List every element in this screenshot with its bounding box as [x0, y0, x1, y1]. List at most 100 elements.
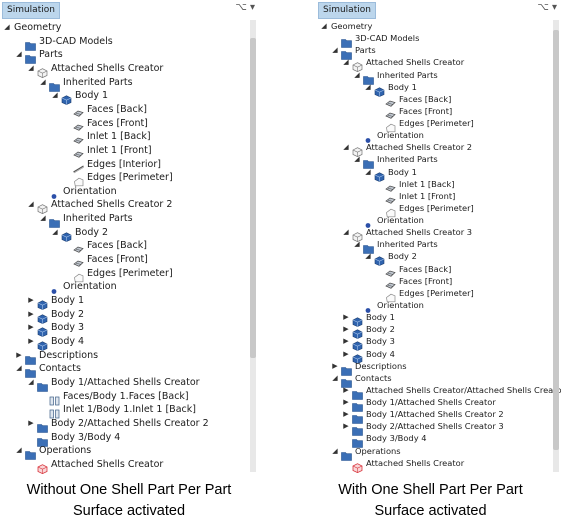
collapse-toggle-icon[interactable]: ◢ [343, 228, 349, 237]
collapse-toggle-icon[interactable]: ◢ [365, 82, 371, 91]
tree-node[interactable]: ▶ Body 1/Attached Shells Creator 2 [316, 408, 561, 424]
tree-node[interactable]: ◢ Body 1 [316, 81, 561, 97]
collapse-toggle-icon[interactable]: ◢ [28, 377, 34, 386]
tree-node[interactable]: ◢ Inherited Parts [0, 76, 259, 92]
expand-toggle-icon[interactable]: ▶ [343, 337, 349, 346]
collapse-toggle-icon[interactable]: ◢ [343, 58, 349, 67]
tree-node[interactable]: Orientation [316, 129, 561, 144]
tree-node[interactable]: ◢ Operations [316, 445, 561, 461]
expand-toggle-icon[interactable]: ▶ [343, 385, 349, 394]
expand-toggle-icon[interactable]: ▶ [28, 323, 34, 332]
dropdown-menu-icon[interactable]: ▾ [249, 2, 255, 13]
tree-node[interactable]: ◢ Contacts [0, 362, 259, 379]
tree-node[interactable]: ◢ Body 1/Attached Shells Creator [0, 376, 259, 392]
tree-node[interactable]: ◢ Inherited Parts [0, 212, 259, 228]
tree-node[interactable]: ▶ Body 2 [316, 323, 561, 340]
tree-scrollbar[interactable] [250, 20, 256, 472]
expand-toggle-icon[interactable]: ▶ [28, 418, 34, 427]
tree-node[interactable]: Edges [Interior] [0, 158, 259, 173]
tree-node[interactable]: Body 3/Body 4 [0, 431, 259, 447]
tree-node[interactable]: ▶ Body 4 [316, 348, 561, 364]
tree-options-icon[interactable]: ⌥ [537, 2, 549, 13]
collapse-toggle-icon[interactable]: ◢ [354, 155, 360, 164]
tree-node[interactable]: Faces [Back] [316, 263, 561, 277]
tree-node[interactable]: ◢ Body 2 [0, 226, 259, 242]
expand-toggle-icon[interactable]: ▶ [16, 350, 22, 359]
collapse-toggle-icon[interactable]: ◢ [16, 50, 22, 59]
expand-toggle-icon[interactable]: ▶ [343, 410, 349, 419]
collapse-toggle-icon[interactable]: ◢ [40, 214, 46, 223]
tree-node[interactable]: ◢ Body 1 [0, 89, 259, 106]
tree-node[interactable]: Faces [Back] [0, 103, 259, 117]
tree-node[interactable]: Faces/Body 1.Faces [Back] [0, 390, 259, 405]
tree-node[interactable]: ◢ Geometry [0, 21, 259, 34]
tree-node[interactable]: Orientation [0, 185, 259, 199]
tree-node[interactable]: ◢ Attached Shells Creator 3 [316, 226, 561, 243]
collapse-toggle-icon[interactable]: ◢ [28, 63, 34, 72]
expand-toggle-icon[interactable]: ▶ [28, 296, 34, 304]
expand-toggle-icon[interactable]: ▶ [332, 361, 338, 370]
tree-node[interactable]: Faces [Front] [316, 105, 561, 119]
tree-node[interactable]: ◢ Parts [316, 44, 561, 61]
tree-node[interactable]: ▶ Body 4 [0, 335, 259, 351]
tree-node[interactable]: Faces [Back] [0, 239, 259, 254]
tree-node[interactable]: ◢ Body 2 [316, 250, 561, 267]
tree-node[interactable]: ◢ Attached Shells Creator [316, 56, 561, 73]
tree-node[interactable]: Attached Shells Creator [316, 457, 561, 473]
tree-node[interactable]: ▶ Descriptions [316, 360, 561, 376]
tree-node[interactable]: ▶ Body 2 [0, 308, 259, 324]
tree-node[interactable]: ▶ Body 3 [316, 335, 561, 352]
collapse-toggle-icon[interactable]: ◢ [52, 91, 58, 100]
collapse-toggle-icon[interactable]: ◢ [28, 200, 34, 209]
collapse-toggle-icon[interactable]: ◢ [16, 446, 22, 455]
tree-node[interactable]: ◢ Inherited Parts [316, 153, 561, 170]
tree-node[interactable]: Edges [Perimeter] [316, 287, 561, 303]
expand-toggle-icon[interactable]: ▶ [343, 398, 349, 407]
tree-node[interactable]: Edges [Perimeter] [0, 267, 259, 282]
tree-node[interactable]: ◢ Contacts [316, 372, 561, 388]
tree-node[interactable]: ▶ Body 3 [0, 321, 259, 338]
tree-node[interactable]: 3D-CAD Models [316, 32, 561, 48]
tree-node[interactable]: ◢ Operations [0, 444, 259, 460]
tree-node[interactable]: Edges [Perimeter] [0, 171, 259, 187]
collapse-toggle-icon[interactable]: ◢ [365, 167, 371, 176]
tree-node[interactable]: ▶ Body 1/Attached Shells Creator [316, 396, 561, 412]
scrollbar-thumb[interactable] [250, 38, 256, 358]
tree-options-icon[interactable]: ⌥ [235, 2, 247, 13]
expand-toggle-icon[interactable]: ▶ [28, 336, 34, 345]
tree-node[interactable]: ▶ Descriptions [0, 349, 259, 365]
expand-toggle-icon[interactable]: ▶ [343, 422, 349, 431]
collapse-toggle-icon[interactable]: ◢ [365, 252, 371, 261]
tree-node[interactable]: ◢ Attached Shells Creator 2 [0, 198, 259, 215]
tree-node[interactable]: ▶ Attached Shells Creator/Attached Shells… [316, 384, 561, 400]
tree-node[interactable]: ◢ Attached Shells Creator [0, 62, 259, 78]
tree-node[interactable]: Orientation [316, 214, 561, 228]
collapse-toggle-icon[interactable]: ◢ [321, 22, 327, 30]
simulation-tab[interactable]: Simulation [2, 2, 60, 19]
scrollbar-thumb[interactable] [553, 30, 559, 450]
collapse-toggle-icon[interactable]: ◢ [52, 227, 58, 236]
tree-node[interactable]: Inlet 1/Body 1.Inlet 1 [Back] [0, 403, 259, 419]
collapse-toggle-icon[interactable]: ◢ [343, 143, 349, 152]
collapse-toggle-icon[interactable]: ◢ [354, 240, 360, 249]
tree-node[interactable]: Attached Shells Creator [0, 458, 259, 474]
expand-toggle-icon[interactable]: ▶ [343, 325, 349, 334]
tree-node[interactable]: ▶ Body 2/Attached Shells Creator 3 [316, 420, 561, 437]
dropdown-menu-icon[interactable]: ▾ [551, 2, 557, 13]
tree-node[interactable]: ▶ Body 2/Attached Shells Creator 2 [0, 417, 259, 433]
tree-node[interactable]: Inlet 1 [Front] [0, 144, 259, 158]
collapse-toggle-icon[interactable]: ◢ [4, 23, 10, 31]
collapse-toggle-icon[interactable]: ◢ [332, 373, 338, 382]
expand-toggle-icon[interactable]: ▶ [28, 309, 34, 318]
tree-node[interactable]: Edges [Perimeter] [316, 117, 561, 133]
tree-node[interactable]: Inlet 1 [Front] [316, 190, 561, 204]
tree-node[interactable]: ◢ Parts [0, 48, 259, 65]
tree-node[interactable]: 3D-CAD Models [0, 35, 259, 51]
tree-node[interactable]: Orientation [0, 280, 259, 295]
tree-node[interactable]: Inlet 1 [Back] [316, 178, 561, 192]
collapse-toggle-icon[interactable]: ◢ [40, 77, 46, 86]
expand-toggle-icon[interactable]: ▶ [343, 349, 349, 358]
tree-node[interactable]: ◢ Inherited Parts [316, 69, 561, 85]
tree-node[interactable]: ◢ Body 1 [316, 166, 561, 182]
tree-node[interactable]: Faces [Front] [316, 275, 561, 289]
